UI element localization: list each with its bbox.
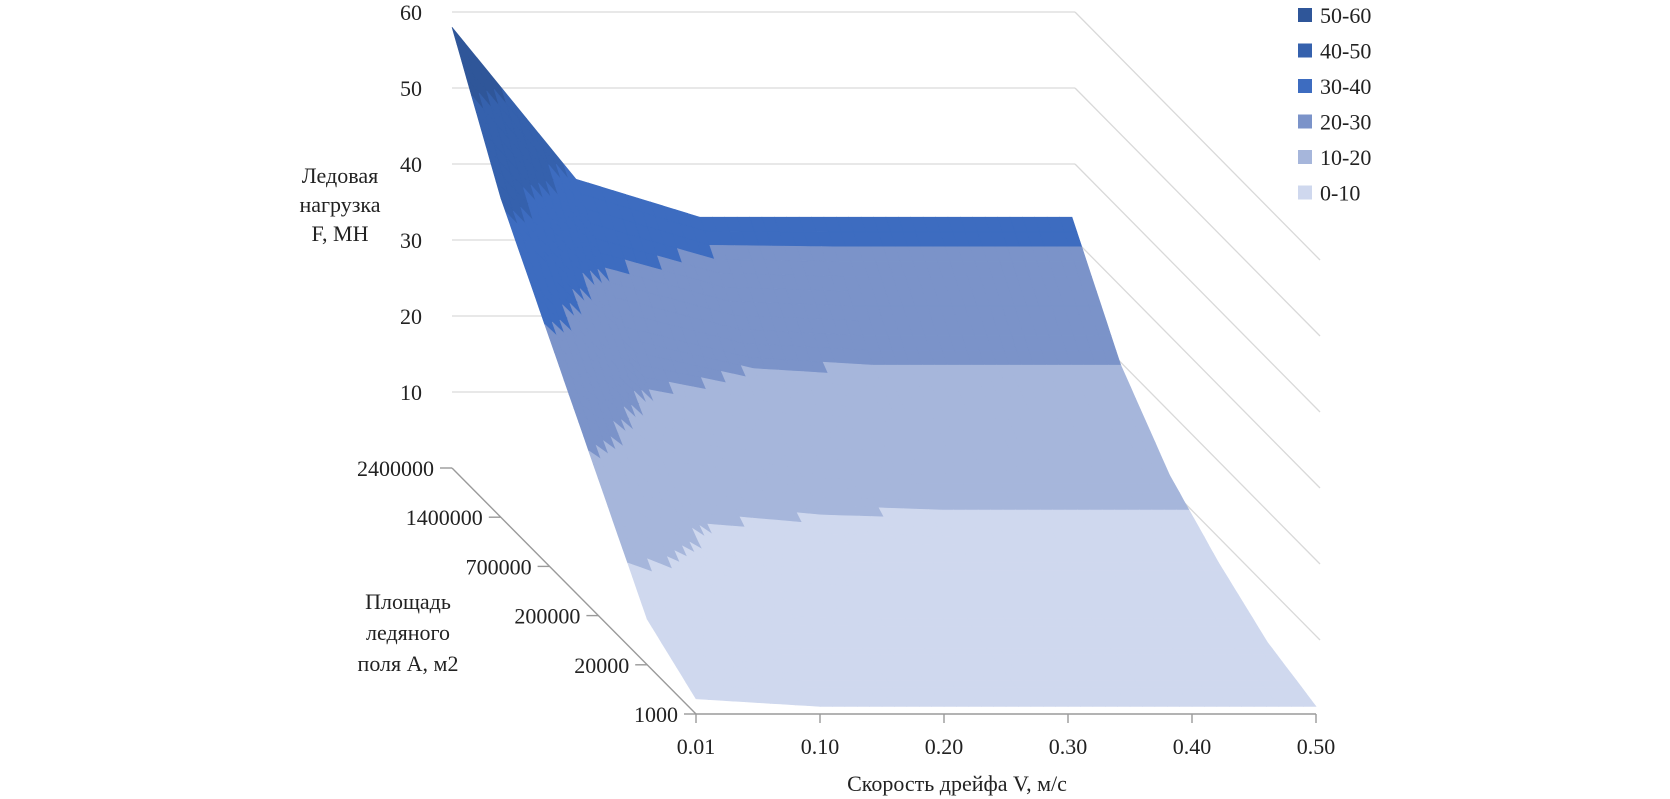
- legend-label-0: 50-60: [1320, 3, 1371, 28]
- y-axis-title-line-1: Площадь: [365, 589, 451, 614]
- y-tick-label-4: 1400000: [406, 505, 483, 530]
- z-tick-label-40: 40: [400, 152, 422, 177]
- z-axis-title: Ледовая нагрузка F, МН: [299, 163, 380, 246]
- chart-axes: 10 20 30 40 50 60 0.01 0.10 0.20 0.30 0.40 0.50 1000…: [357, 0, 1335, 759]
- chart-legend: 50-60 40-50 30-40 20-30 10-20 0-10: [1298, 3, 1371, 206]
- y-tick-label-0: 1000: [634, 702, 678, 727]
- z-tick-label-30: 30: [400, 228, 422, 253]
- x-tick-label-0: 0.01: [677, 734, 716, 759]
- y-tick-label-3: 700000: [466, 554, 532, 579]
- y-tick-label-1: 20000: [574, 653, 629, 678]
- z-gridline-side-50: [1074, 87, 1321, 337]
- legend-swatch-3: [1298, 114, 1312, 129]
- z-tick-label-10: 10: [400, 380, 422, 405]
- legend-swatch-0: [1298, 8, 1312, 22]
- x-axis-title: Скорость дрейфа V, м/с: [847, 771, 1067, 796]
- z-gridline-side-40: [1074, 163, 1321, 413]
- z-tick-label-20: 20: [400, 304, 422, 329]
- x-tick-label-1: 0.10: [801, 734, 840, 759]
- legend-label-5: 0-10: [1320, 181, 1360, 206]
- y-axis-line: [451, 467, 697, 715]
- x-tick-label-2: 0.20: [925, 734, 964, 759]
- surface-patch: [1298, 699, 1317, 707]
- x-tick-label-3: 0.30: [1049, 734, 1088, 759]
- z-gridline-side-60: [1074, 11, 1321, 261]
- z-gridline-side-30: [1074, 239, 1321, 489]
- y-tick-label-5: 2400000: [357, 456, 434, 481]
- legend-swatch-4: [1298, 150, 1312, 164]
- legend-label-1: 40-50: [1320, 39, 1371, 64]
- x-tick-label-4: 0.40: [1173, 734, 1212, 759]
- y-tick-label-2: 200000: [514, 604, 580, 629]
- legend-label-4: 10-20: [1320, 145, 1371, 170]
- legend-label-2: 30-40: [1320, 74, 1371, 99]
- z-axis-title-line-3: F, МН: [312, 221, 369, 246]
- legend-swatch-2: [1298, 79, 1312, 93]
- y-axis-title-line-3: поля A, м2: [358, 651, 459, 676]
- legend-swatch-5: [1298, 185, 1312, 200]
- surface-plot: [451, 27, 1317, 707]
- x-tick-label-5: 0.50: [1297, 734, 1336, 759]
- z-tick-label-60: 60: [400, 0, 422, 25]
- y-axis-title-line-2: ледяного: [366, 620, 450, 645]
- y-axis-title: Площадь ледяного поля A, м2: [358, 589, 459, 676]
- legend-label-3: 20-30: [1320, 110, 1371, 135]
- z-axis-title-line-1: Ледовая: [302, 163, 378, 188]
- z-axis-title-line-2: нагрузка: [299, 192, 380, 217]
- legend-swatch-1: [1298, 43, 1312, 58]
- z-tick-label-50: 50: [400, 76, 422, 101]
